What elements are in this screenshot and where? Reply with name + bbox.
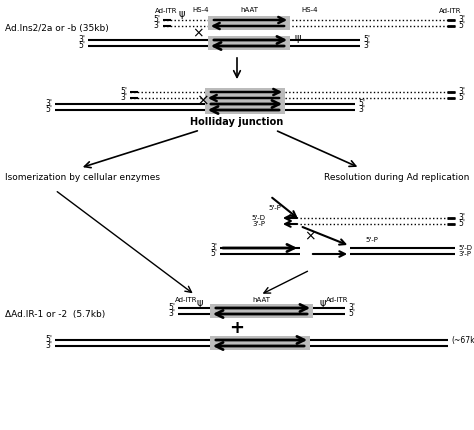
Text: 5'-P: 5'-P (365, 237, 378, 243)
Text: 5': 5' (120, 87, 127, 96)
Text: 3': 3' (168, 310, 175, 319)
Bar (210, 336, 310, 350)
Text: Ad-ITR: Ad-ITR (155, 8, 177, 14)
Text: 5': 5' (363, 36, 370, 44)
Text: ψ: ψ (179, 9, 185, 19)
Text: 5': 5' (78, 42, 85, 50)
Bar (208, 16, 290, 30)
Text: 3': 3' (45, 341, 52, 350)
Text: 5'-P: 5'-P (269, 205, 282, 211)
Text: Ad-ITR: Ad-ITR (175, 297, 197, 303)
Text: 3': 3' (458, 15, 465, 25)
Text: 3'-P: 3'-P (458, 251, 471, 257)
Text: 3': 3' (358, 105, 365, 114)
Text: 3': 3' (458, 87, 465, 96)
Text: 5': 5' (168, 304, 175, 313)
Text: HS-4: HS-4 (302, 7, 318, 13)
Text: ψ: ψ (320, 298, 326, 308)
Text: 3'-P: 3'-P (252, 221, 265, 227)
Text: 3': 3' (120, 93, 127, 102)
Text: hAAT: hAAT (240, 7, 258, 13)
Text: 3': 3' (153, 22, 160, 31)
Text: Ad-ITR: Ad-ITR (326, 297, 348, 303)
Text: ψ: ψ (295, 33, 301, 43)
Text: Ad-ITR: Ad-ITR (439, 8, 461, 14)
Text: 3': 3' (348, 304, 355, 313)
Text: 5': 5' (458, 219, 465, 228)
Text: +: + (229, 319, 245, 337)
Text: ×: × (197, 93, 210, 108)
Text: hAAT: hAAT (252, 297, 270, 303)
Text: 3': 3' (78, 36, 85, 44)
Text: 5'-D: 5'-D (251, 215, 265, 221)
Bar (208, 36, 290, 50)
Text: Isomerization by cellular enzymes: Isomerization by cellular enzymes (5, 173, 160, 182)
Text: 5': 5' (153, 15, 160, 25)
Text: ψ: ψ (197, 298, 203, 308)
Text: 5': 5' (348, 310, 355, 319)
Text: 5': 5' (45, 105, 52, 114)
Text: 5': 5' (210, 249, 217, 258)
Text: 5': 5' (45, 335, 52, 344)
Text: 3': 3' (458, 214, 465, 222)
Bar (210, 304, 313, 318)
Text: Ad.Ins2/2a or -b (35kb): Ad.Ins2/2a or -b (35kb) (5, 24, 109, 33)
Text: Resolution during Ad replication: Resolution during Ad replication (324, 173, 469, 182)
Text: 5': 5' (458, 22, 465, 31)
Text: HS-4: HS-4 (193, 7, 209, 13)
Bar (205, 88, 285, 114)
Text: ×: × (192, 26, 204, 40)
Text: (~67kb): (~67kb) (451, 335, 474, 344)
Text: 3': 3' (363, 42, 370, 50)
Text: ΔAd.IR-1 or -2  (5.7kb): ΔAd.IR-1 or -2 (5.7kb) (5, 310, 105, 319)
Text: 3': 3' (45, 99, 52, 108)
Text: 5': 5' (358, 99, 365, 108)
Text: ×: × (304, 229, 316, 243)
Text: 5'-D: 5'-D (458, 245, 472, 251)
Text: Holliday junction: Holliday junction (191, 117, 283, 127)
Text: 3': 3' (210, 243, 217, 252)
Text: 5': 5' (458, 93, 465, 102)
